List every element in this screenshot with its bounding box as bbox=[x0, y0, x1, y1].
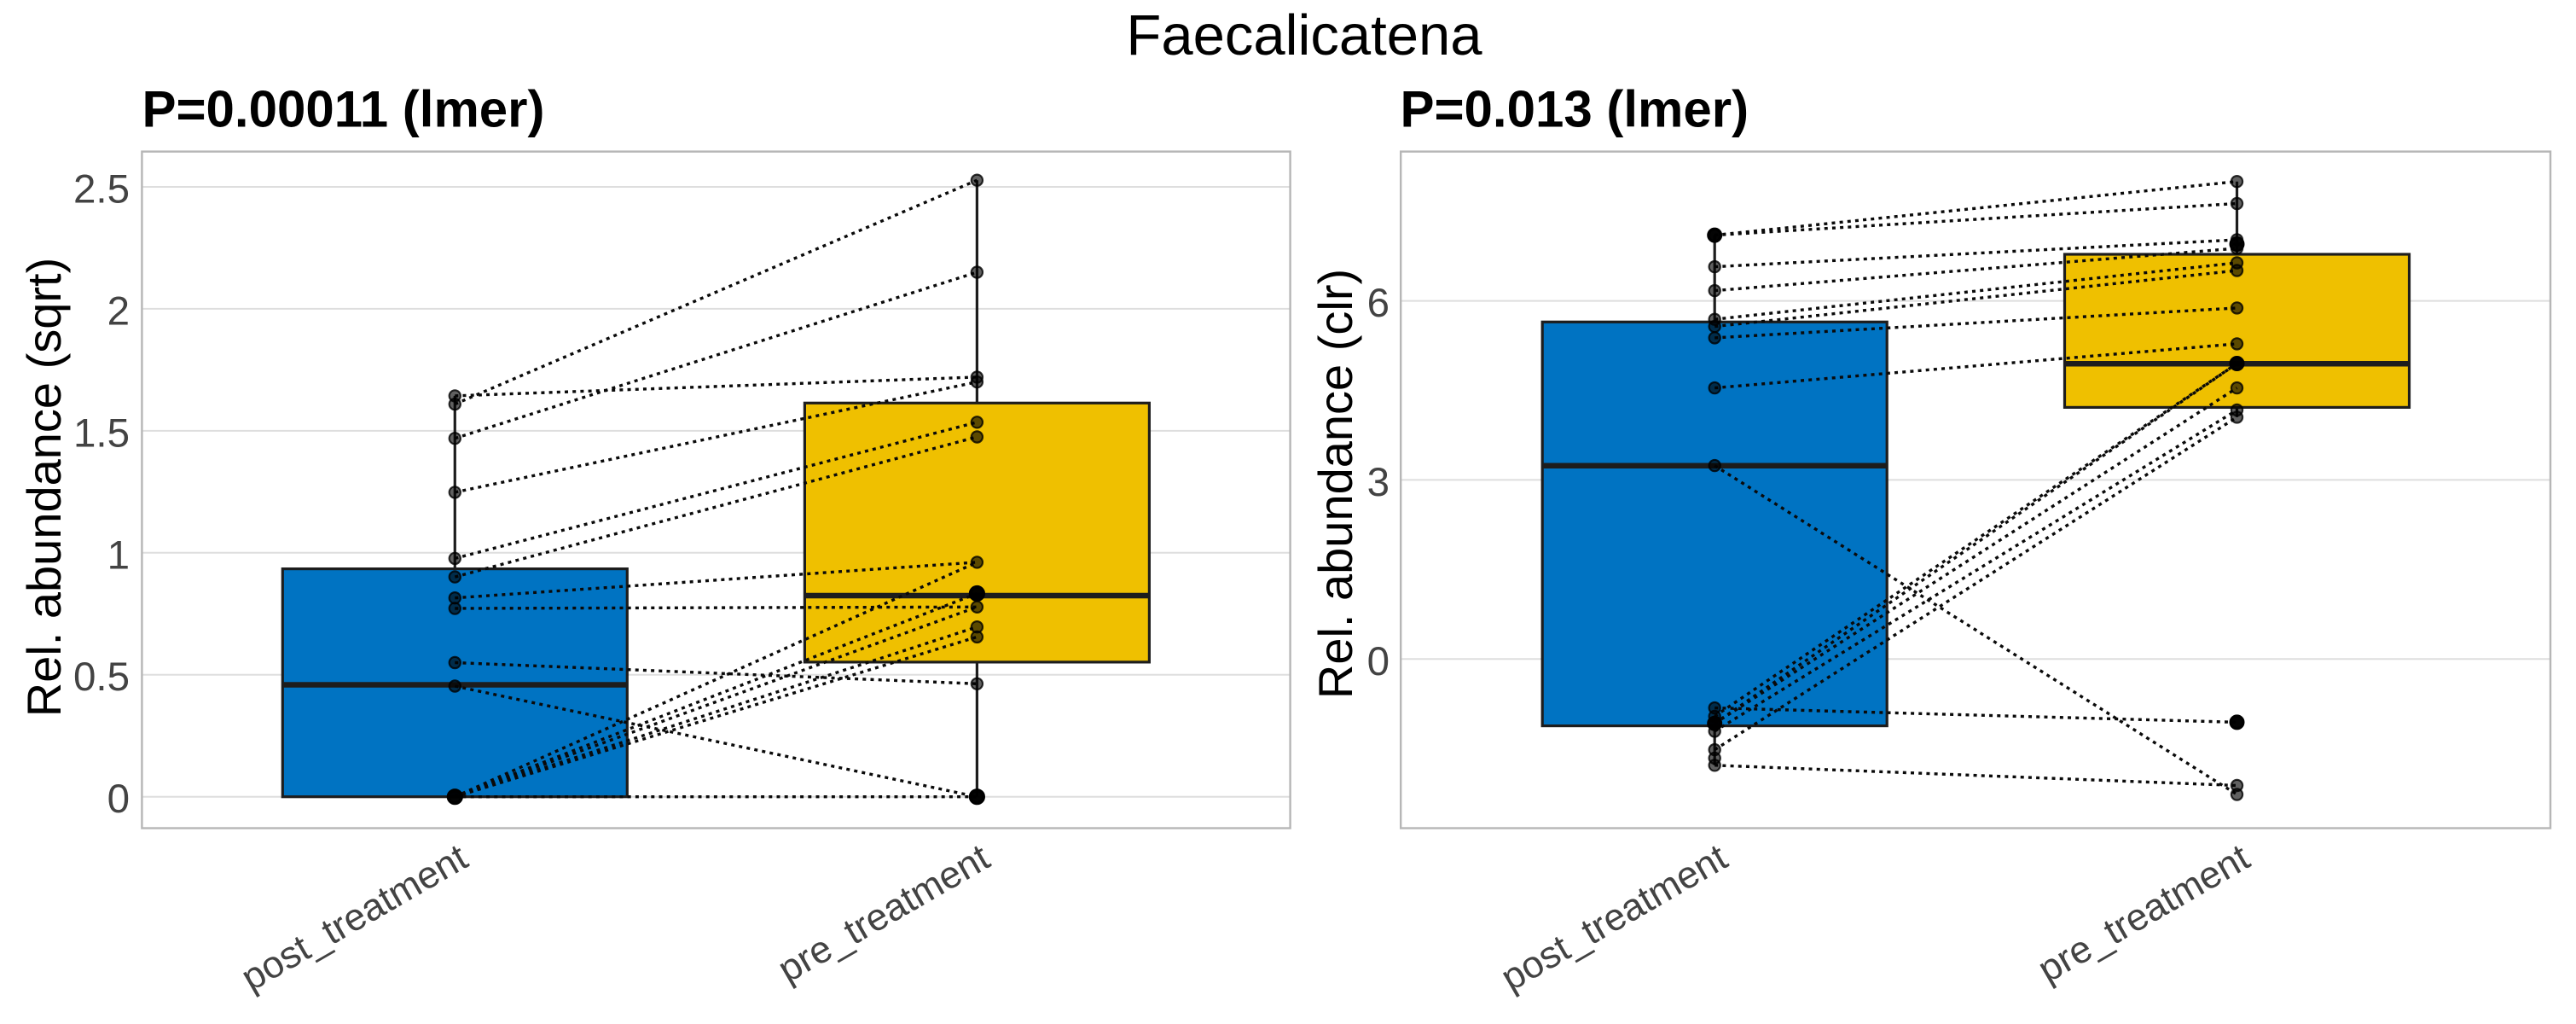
svg-text:1.5: 1.5 bbox=[73, 410, 130, 456]
svg-text:0: 0 bbox=[107, 777, 130, 822]
svg-text:P=0.013 (lmer): P=0.013 (lmer) bbox=[1401, 81, 1749, 138]
svg-text:P=0.00011 (lmer): P=0.00011 (lmer) bbox=[142, 81, 545, 138]
svg-text:0.5: 0.5 bbox=[73, 655, 130, 700]
svg-text:3: 3 bbox=[1367, 460, 1390, 505]
svg-text:Rel. abundance (clr): Rel. abundance (clr) bbox=[1308, 269, 1362, 699]
svg-text:0: 0 bbox=[1367, 639, 1390, 684]
svg-text:6: 6 bbox=[1367, 281, 1390, 326]
svg-text:Rel. abundance (sqrt): Rel. abundance (sqrt) bbox=[17, 258, 71, 718]
svg-text:Faecalicatena: Faecalicatena bbox=[1126, 3, 1482, 67]
svg-text:2: 2 bbox=[107, 288, 130, 334]
svg-text:2.5: 2.5 bbox=[73, 167, 130, 212]
svg-text:1: 1 bbox=[107, 532, 130, 578]
